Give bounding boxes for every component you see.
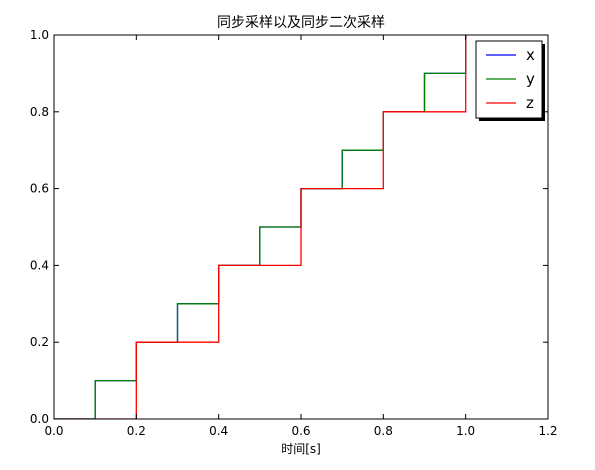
legend-label-z: z	[526, 94, 534, 112]
legend-label-y: y	[526, 70, 535, 88]
y-tick-label: 0.4	[30, 258, 49, 272]
x-tick-label: 0.0	[44, 424, 63, 438]
x-tick-label: 1.0	[456, 424, 475, 438]
x-tick-label: 1.2	[538, 424, 557, 438]
x-tick-label: 0.2	[127, 424, 146, 438]
x-axis-label: 时间[s]	[281, 442, 321, 456]
axes: 0.0 0.2 0.4 0.6 0.8 1.0 1.2 0.0 0.2 0.4 0.6 0.8 1.0	[30, 28, 558, 438]
plot-area	[54, 35, 467, 419]
y-tick-label: 0.8	[30, 105, 49, 119]
legend: xyz	[475, 40, 545, 121]
legend-label-x: x	[526, 46, 535, 64]
y-tick-label: 1.0	[30, 28, 49, 42]
series-line-z	[54, 35, 467, 419]
series-line-y	[54, 35, 467, 419]
y-tick-label: 0.0	[30, 412, 49, 426]
y-tick-label: 0.6	[30, 182, 49, 196]
chart-title: 同步采样以及同步二次采样	[217, 15, 385, 31]
y-tick-label: 0.2	[30, 335, 49, 349]
x-tick-label: 0.6	[291, 424, 310, 438]
x-tick-label: 0.8	[374, 424, 393, 438]
x-tick-label: 0.4	[209, 424, 228, 438]
